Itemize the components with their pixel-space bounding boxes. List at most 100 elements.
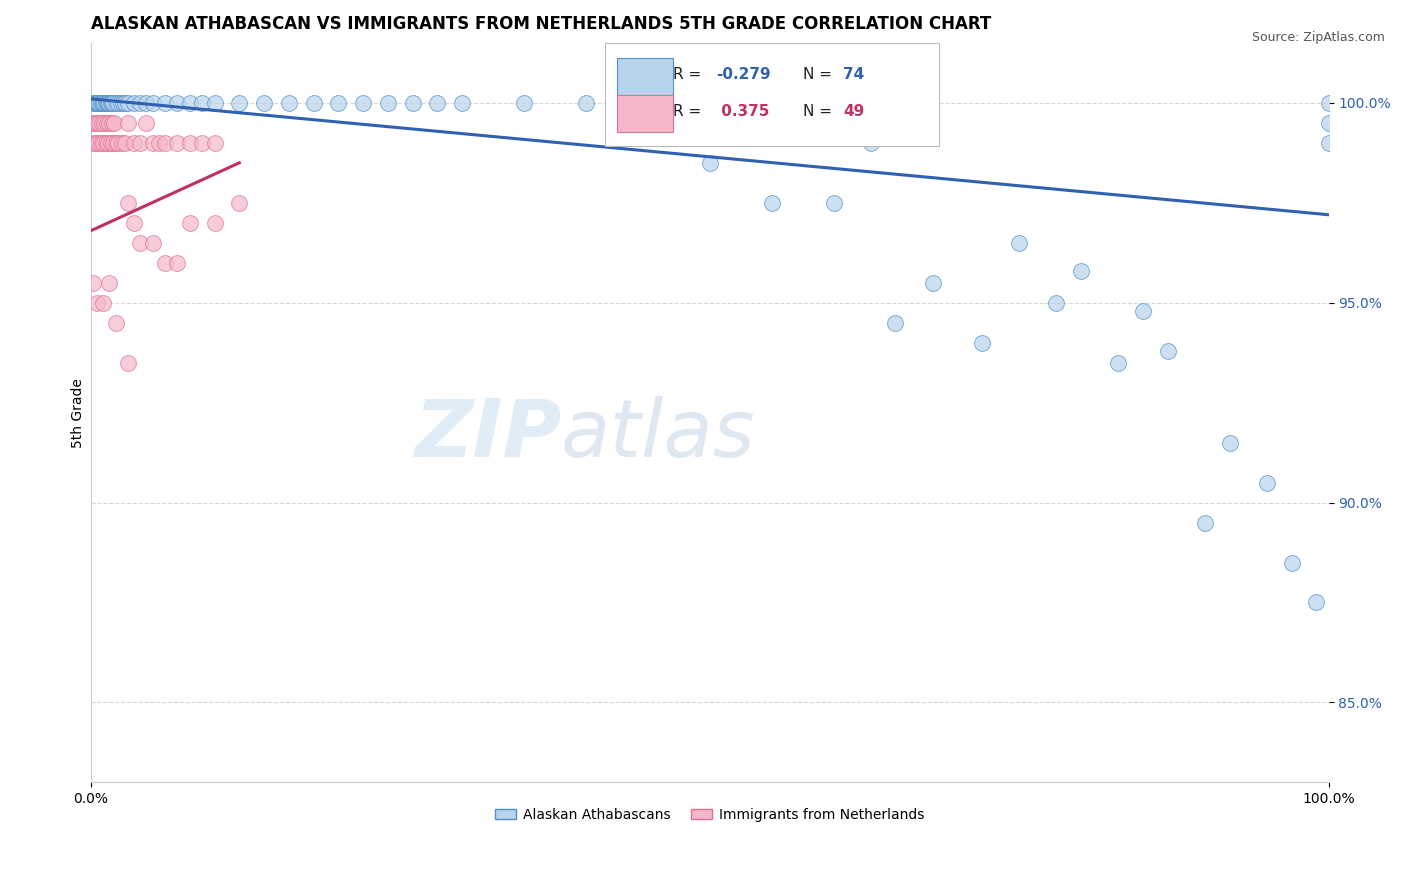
Point (179, 95, 201, 110)
Point (83, 116, 105, 130)
Point (91, 116, 114, 130)
Point (179, 216, 201, 230)
Text: N =: N = (803, 104, 837, 120)
Point (86, 116, 108, 130)
Point (122, 95, 145, 110)
Point (1281, 556, 1303, 570)
Point (253, 95, 276, 110)
Point (91, 95, 114, 110)
Point (122, 136, 145, 150)
Point (1194, 516, 1216, 530)
Point (96, 95, 118, 110)
Point (1157, 343, 1180, 358)
Point (98, 95, 121, 110)
FancyBboxPatch shape (617, 95, 672, 132)
Point (89, 95, 111, 110)
Point (1219, 435, 1241, 450)
Point (921, 276, 943, 290)
Text: N =: N = (803, 67, 837, 82)
Point (1317, 116, 1340, 130)
Point (107, 95, 129, 110)
Point (107, 136, 129, 150)
Point (100, 136, 122, 150)
Text: R =: R = (672, 104, 706, 120)
Point (129, 136, 152, 150)
Point (83, 95, 105, 110)
Point (153, 95, 176, 110)
Point (166, 95, 188, 110)
Point (114, 95, 136, 110)
Point (104, 136, 127, 150)
Point (91, 136, 114, 150)
Point (575, 95, 598, 110)
Point (148, 136, 170, 150)
Point (103, 116, 125, 130)
Point (377, 95, 399, 110)
Point (451, 95, 474, 110)
Point (970, 335, 993, 350)
Point (135, 95, 157, 110)
Point (1317, 95, 1340, 110)
Point (94, 136, 117, 150)
Text: ALASKAN ATHABASCAN VS IMMIGRANTS FROM NETHERLANDS 5TH GRADE CORRELATION CHART: ALASKAN ATHABASCAN VS IMMIGRANTS FROM NE… (91, 15, 991, 33)
Point (82, 95, 104, 110)
Point (114, 136, 136, 150)
Point (1256, 475, 1278, 490)
Point (699, 156, 721, 170)
Point (277, 95, 299, 110)
Point (93, 95, 115, 110)
Point (191, 136, 214, 150)
Point (153, 256, 176, 270)
Point (179, 136, 201, 150)
Point (117, 356, 139, 370)
Point (111, 95, 134, 110)
Point (96, 116, 118, 130)
Text: -0.279: -0.279 (716, 67, 770, 82)
Legend: Alaskan Athabascans, Immigrants from Netherlands: Alaskan Athabascans, Immigrants from Net… (489, 802, 929, 827)
Point (93, 116, 115, 130)
Point (135, 116, 157, 130)
Point (204, 216, 226, 230)
Point (513, 95, 536, 110)
Point (84, 136, 107, 150)
Point (117, 195, 139, 210)
Point (302, 95, 325, 110)
Point (97, 95, 120, 110)
Point (401, 95, 423, 110)
Point (82, 136, 104, 150)
Point (1305, 595, 1327, 609)
Point (101, 136, 124, 150)
Point (142, 235, 165, 250)
Point (90, 136, 112, 150)
FancyBboxPatch shape (617, 58, 672, 95)
Text: R =: R = (672, 67, 706, 82)
Point (426, 95, 449, 110)
Point (785, 124, 807, 138)
Point (142, 136, 165, 150)
Point (86, 95, 108, 110)
Point (104, 95, 127, 110)
Point (98, 116, 121, 130)
FancyBboxPatch shape (605, 43, 939, 146)
Point (153, 136, 176, 150)
Point (86, 295, 108, 310)
Point (884, 316, 907, 330)
Point (80, 116, 103, 130)
Point (101, 95, 124, 110)
Text: ZIP: ZIP (413, 396, 561, 474)
Text: 74: 74 (844, 67, 865, 82)
Point (97, 136, 120, 150)
Point (117, 95, 139, 110)
Point (859, 136, 882, 150)
Point (166, 256, 188, 270)
Text: 0.375: 0.375 (716, 104, 769, 120)
Point (94, 95, 117, 110)
Text: atlas: atlas (561, 396, 756, 474)
Point (1070, 263, 1092, 277)
Point (228, 95, 250, 110)
Text: Source: ZipAtlas.com: Source: ZipAtlas.com (1251, 31, 1385, 45)
Point (98, 276, 121, 290)
Text: 49: 49 (844, 104, 865, 120)
Point (110, 95, 132, 110)
Point (637, 95, 659, 110)
